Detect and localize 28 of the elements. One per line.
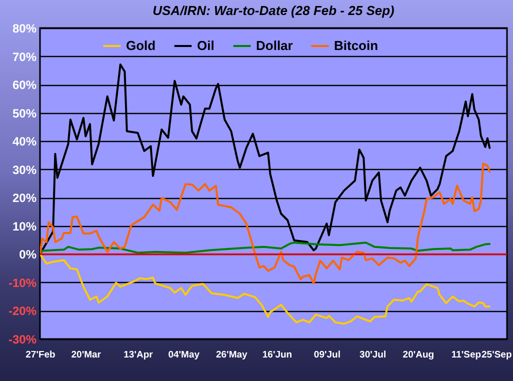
- y-tick-label: 0%: [19, 248, 37, 262]
- x-tick-label: 26'May: [216, 350, 248, 360]
- legend-label: Bitcoin: [334, 38, 378, 53]
- y-tick-label: 40%: [12, 134, 37, 149]
- x-tick-label: 16'Jun: [262, 350, 292, 360]
- x-tick-label: 11'Sep: [451, 350, 482, 360]
- y-tick-label: 50%: [12, 106, 37, 120]
- x-tick-label: 30'Jul: [360, 350, 386, 360]
- y-tick-label: 30%: [12, 162, 37, 177]
- y-tick-label: 20%: [12, 191, 37, 206]
- x-tick-label: 20'Mar: [71, 350, 102, 360]
- x-tick-label: 04'May: [168, 350, 200, 360]
- x-tick-label: 09'Jul: [314, 350, 340, 360]
- y-tick-label: -30%: [8, 332, 37, 346]
- y-tick-label: 80%: [12, 22, 37, 36]
- y-tick-label: 10%: [12, 219, 37, 234]
- y-tick-label: 60%: [12, 78, 37, 92]
- legend-label: Oil: [197, 38, 214, 53]
- x-tick-label: 25'Sep: [482, 350, 512, 360]
- x-tick-label: 20'Aug: [402, 350, 434, 360]
- chart-title: USA/IRN: War-to-Date (28 Feb - 25 Sep): [152, 3, 394, 18]
- y-tick-label: -20%: [8, 304, 37, 318]
- x-tick-label: 13'Apr: [124, 350, 154, 360]
- legend-label: Gold: [126, 38, 156, 53]
- y-tick-label: 70%: [12, 50, 37, 64]
- x-tick-label: 27'Feb: [26, 350, 56, 360]
- legend-label: Dollar: [256, 38, 293, 53]
- y-tick-label: -10%: [8, 276, 37, 290]
